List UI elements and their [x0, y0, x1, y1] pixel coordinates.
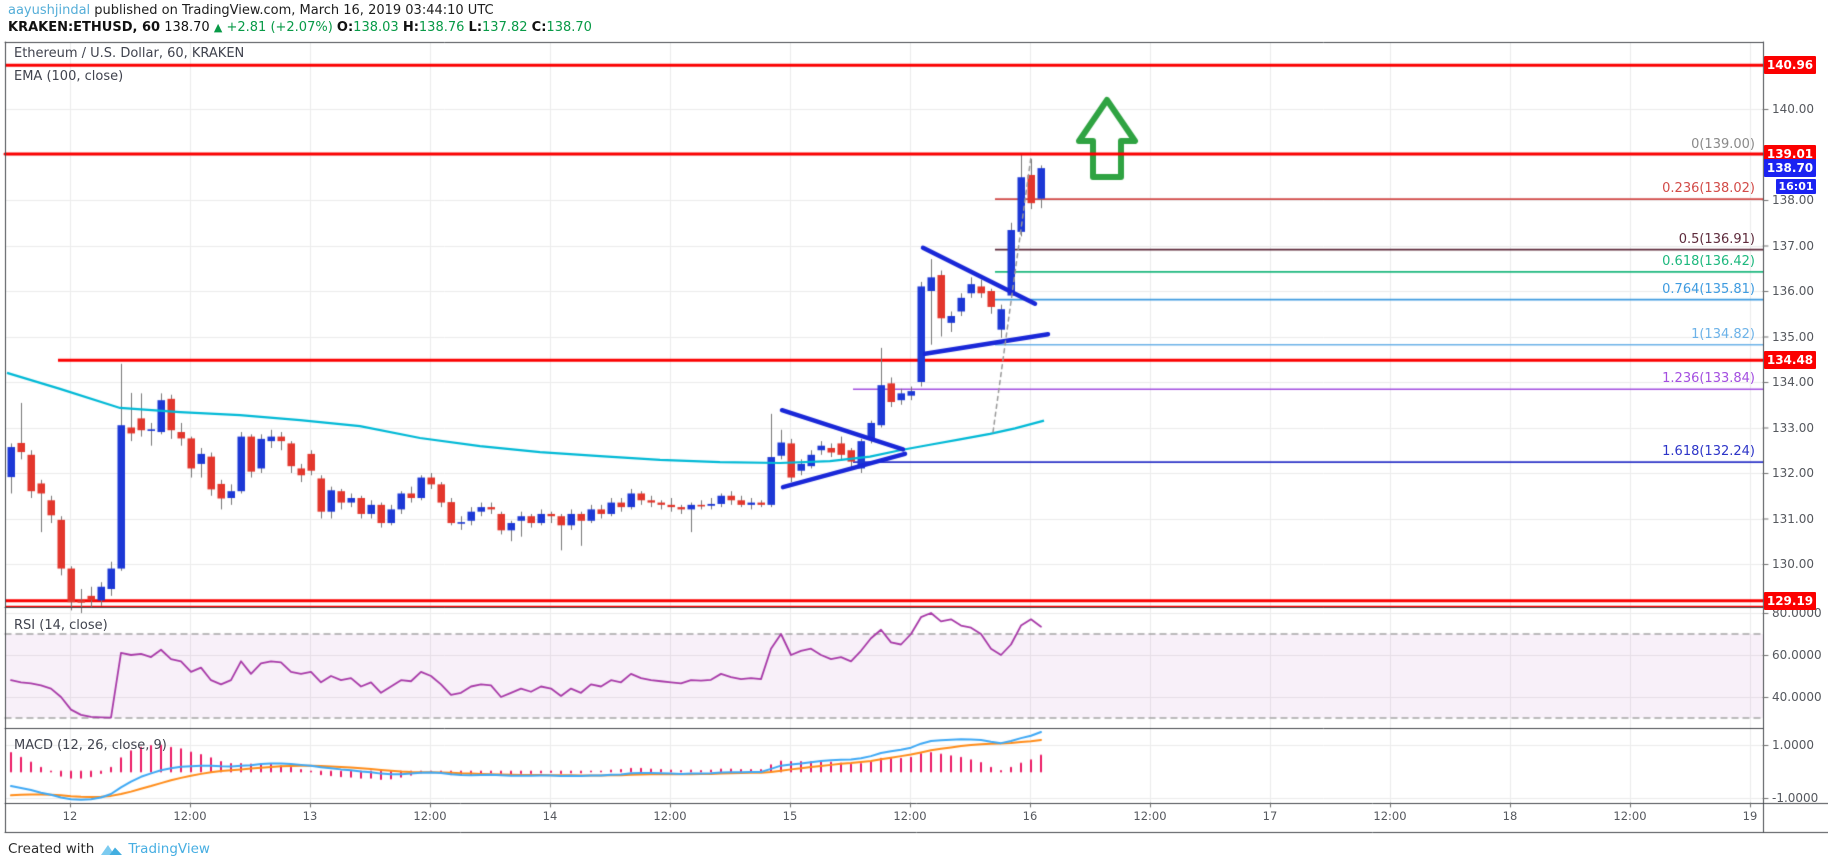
- time-axis-tick: 16: [1022, 809, 1038, 823]
- time-axis-tick: 12:00: [1133, 809, 1167, 823]
- tradingview-logo-icon[interactable]: [101, 842, 123, 857]
- last-price: 138.70: [164, 20, 210, 35]
- time-axis-tick: 15: [782, 809, 798, 823]
- header: aayushjindal published on TradingView.co…: [8, 2, 592, 36]
- fib-level-label: 0.5(136.91): [1678, 231, 1755, 247]
- rsi-axis-tick: 60.0000: [1772, 648, 1822, 662]
- time-axis-tick: 17: [1262, 809, 1278, 823]
- time-axis-tick: 14: [542, 809, 558, 823]
- open-value: 138.03: [353, 20, 399, 35]
- fib-level-label: 1(134.82): [1691, 326, 1755, 342]
- ema-legend: EMA (100, close): [14, 69, 124, 84]
- rsi-axis-tick: 40.0000: [1772, 690, 1822, 704]
- price-axis-tick: 133.00: [1772, 420, 1814, 435]
- fib-level-label: 0.618(136.42): [1662, 253, 1755, 269]
- byline: aayushjindal published on TradingView.co…: [8, 2, 592, 19]
- macd-axis-tick: 1.0000: [1772, 738, 1814, 752]
- username-link[interactable]: aayushjindal: [8, 3, 91, 18]
- time-axis-tick: 12:00: [893, 809, 927, 823]
- footer: Created with TradingView: [8, 841, 210, 857]
- byline-text: published on TradingView.com, March 16, …: [90, 3, 494, 18]
- low-label: L:: [468, 20, 483, 35]
- time-axis-tick: 13: [302, 809, 318, 823]
- price-axis-tick: 135.00: [1772, 329, 1814, 344]
- macd-pane-label: MACD (12, 26, close, 9): [14, 738, 167, 753]
- price-axis-tick: 132.00: [1772, 466, 1814, 480]
- chart-title-legend: Ethereum / U.S. Dollar, 60, KRAKEN: [14, 46, 245, 61]
- symbol-ohlc-line: KRAKEN:ETHUSD, 60 138.70 ▲ +2.81 (+2.07%…: [8, 19, 592, 36]
- price-badge: 129.19: [1764, 591, 1816, 610]
- rsi-pane-label: RSI (14, close): [14, 618, 108, 633]
- low-value: 137.82: [482, 20, 528, 35]
- price-axis-tick: 140.00: [1772, 102, 1814, 116]
- up-triangle-icon: ▲: [213, 21, 223, 34]
- price-change: +2.81 (+2.07%): [226, 20, 333, 35]
- price-badge: 134.48: [1764, 351, 1816, 370]
- time-axis-tick: 12:00: [413, 809, 447, 823]
- time-axis-tick: 12:00: [1613, 809, 1647, 823]
- fib-level-label: 0.236(138.02): [1662, 181, 1755, 197]
- price-badge: 139.01: [1764, 145, 1816, 164]
- price-axis-tick: 131.00: [1772, 511, 1814, 526]
- symbol-label: KRAKEN:ETHUSD, 60: [8, 20, 161, 35]
- tradingview-link[interactable]: TradingView: [128, 841, 210, 857]
- price-badge: 140.96: [1764, 56, 1816, 75]
- time-axis-tick: 18: [1502, 809, 1518, 823]
- time-axis-tick: 12:00: [173, 809, 207, 823]
- price-badge: 138.70: [1764, 159, 1816, 178]
- open-label: O:: [336, 20, 354, 35]
- close-value: 138.70: [546, 20, 592, 35]
- price-axis-tick: 134.00: [1772, 375, 1814, 389]
- price-axis-tick: 138.00: [1772, 193, 1814, 207]
- time-axis-tick: 12: [62, 809, 78, 823]
- price-axis-tick: 137.00: [1772, 238, 1814, 253]
- time-axis-tick: 19: [1742, 809, 1758, 823]
- created-with-text: Created with: [8, 841, 95, 857]
- fib-level-label: 1.236(133.84): [1662, 371, 1755, 387]
- macd-axis-tick: -1.0000: [1772, 791, 1819, 805]
- price-axis-tick: 136.00: [1772, 284, 1814, 298]
- time-axis-tick: 12:00: [653, 809, 687, 823]
- fib-level-label: 0(139.00): [1691, 136, 1755, 152]
- price-badge: 16:01: [1776, 178, 1816, 194]
- time-axis-tick: 12:00: [1373, 809, 1407, 823]
- high-value: 138.76: [418, 20, 465, 35]
- price-axis-tick: 130.00: [1772, 557, 1814, 571]
- close-label: C:: [531, 20, 547, 35]
- fib-level-label: 0.764(135.81): [1662, 281, 1755, 297]
- fib-level-label: 1.618(132.24): [1662, 444, 1755, 460]
- high-label: H:: [402, 20, 419, 35]
